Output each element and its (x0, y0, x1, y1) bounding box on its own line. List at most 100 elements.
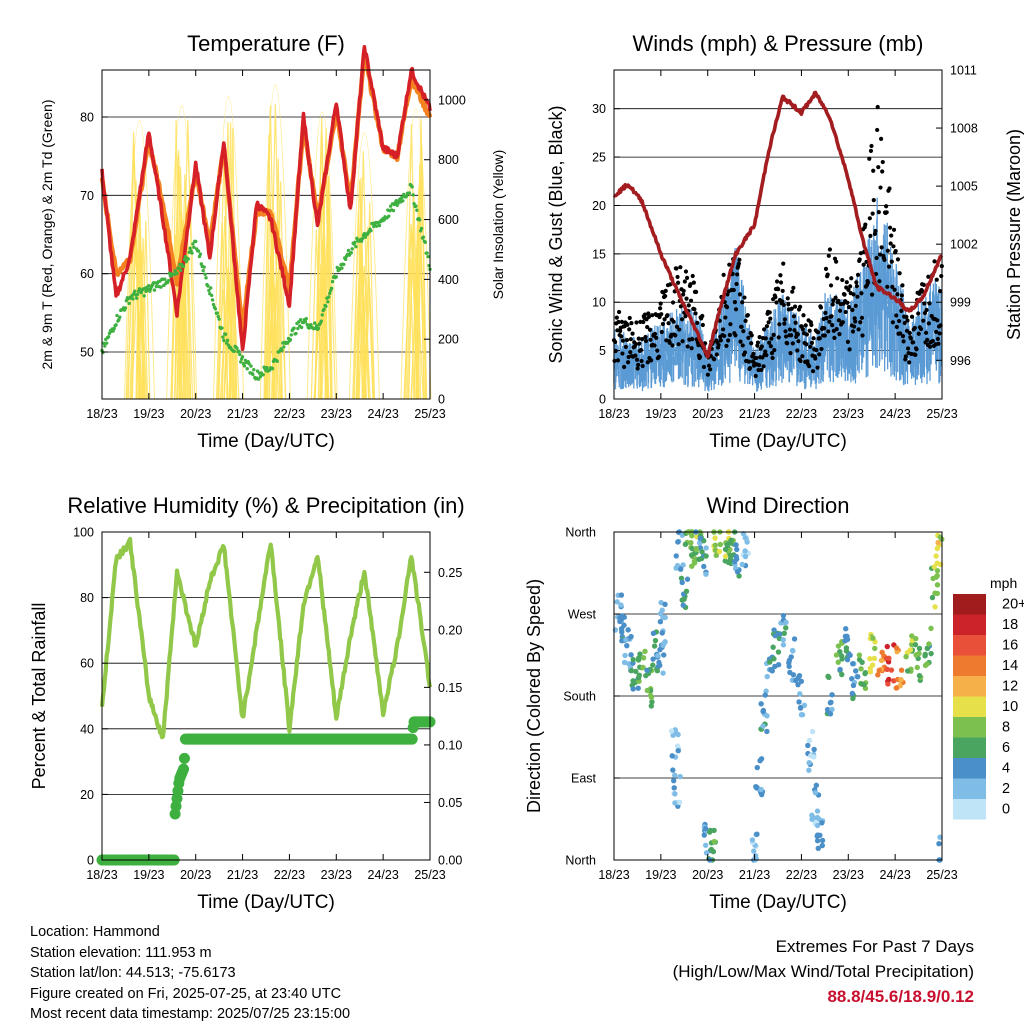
gust-dot (666, 321, 671, 326)
direction-dot (812, 790, 819, 796)
gust-dot (742, 350, 748, 355)
direction-dot (621, 659, 628, 666)
y-tick-label: 20 (80, 788, 94, 802)
gust-dot (804, 342, 809, 347)
dewpoint-dot (328, 291, 332, 296)
gust-dot (859, 291, 864, 296)
gust-dot (869, 292, 875, 297)
direction-dot (712, 535, 718, 541)
x-tick-label: 18/23 (598, 407, 629, 421)
gust-dot (817, 352, 822, 357)
gust-dot (764, 324, 770, 329)
dewpoint-dot (191, 242, 195, 246)
gust-dot (808, 344, 813, 349)
dewpoint-dot (186, 257, 190, 261)
direction-dot (630, 686, 636, 692)
gust-dot (875, 127, 880, 133)
gust-dot (742, 295, 747, 300)
gust-dot (846, 305, 852, 310)
gust-dot (934, 329, 939, 334)
gust-dot (850, 329, 856, 334)
dewpoint-dot (369, 228, 373, 233)
gust-dot (735, 272, 740, 277)
direction-dot (657, 646, 663, 653)
solar-spike (270, 220, 287, 400)
gust-dot (813, 356, 818, 361)
gust-dot (832, 335, 837, 340)
direction-dot (893, 685, 900, 691)
gust-dot (907, 330, 912, 336)
dewpoint-dot (221, 335, 225, 339)
plot-frame (101, 531, 431, 861)
gust-dot (938, 289, 943, 294)
gust-dot (899, 308, 904, 313)
direction-dot (708, 846, 715, 853)
dewpoint-dot (194, 239, 198, 244)
gust-dot (659, 329, 664, 335)
gust-dot (863, 222, 868, 227)
dewpoint-dot (210, 298, 215, 302)
gust-dot (793, 320, 798, 325)
direction-dot (909, 633, 915, 639)
gust-dot (655, 348, 660, 353)
direction-dot (816, 816, 822, 822)
direction-dot (827, 700, 834, 706)
temp-series-0 (100, 44, 432, 352)
gust-dot (643, 334, 648, 340)
gust-dot (871, 168, 876, 173)
y-tick-label: 5 (599, 344, 606, 358)
direction-dot (703, 553, 709, 559)
dewpoint-dot (237, 349, 241, 353)
direction-dot (650, 656, 656, 662)
gust-dot (801, 313, 806, 318)
y2-tick-label: 1011 (950, 64, 977, 78)
dewpoint-dot (296, 326, 300, 331)
gust-dot (854, 280, 859, 285)
gust-dot (695, 320, 700, 325)
station-location: Location: Hammond (30, 924, 160, 940)
gust-dot (800, 327, 806, 332)
dewpoint-dot (201, 268, 205, 273)
gust-dot (682, 279, 687, 284)
gust-dot (737, 257, 742, 262)
gust-dot (889, 233, 894, 238)
dewpoint-dot (280, 348, 284, 352)
gust-dot (700, 322, 705, 328)
x-tick-label: 19/23 (645, 407, 676, 421)
gust-dot (934, 277, 939, 282)
gust-dot (782, 317, 788, 322)
direction-dot (797, 705, 804, 711)
dewpoint-dot (202, 265, 206, 269)
direction-dot (760, 723, 766, 729)
direction-dot (733, 556, 740, 562)
gust-dot (828, 283, 834, 288)
gust-dot (829, 314, 834, 319)
gust-dot (792, 328, 797, 333)
gust-dot (623, 344, 628, 350)
legend-swatch (953, 655, 986, 676)
gust-dot (823, 266, 829, 271)
gust-dot (646, 314, 651, 319)
gust-dot (721, 272, 726, 278)
direction-dot (684, 576, 691, 582)
gust-dot (755, 340, 761, 345)
direction-dot (931, 564, 937, 570)
direction-dot (937, 834, 943, 840)
dewpoint-dot (350, 247, 354, 251)
gust-dot (890, 284, 895, 289)
direction-dot (856, 652, 863, 658)
x-axis-label: Time (Day/UTC) (197, 431, 335, 452)
speed-legend: mph 0 2 4 6 8 10 12 14 16 18 20+ (953, 575, 1024, 820)
direction-dot (898, 677, 904, 683)
direction-dot (661, 652, 667, 658)
dewpoint-dot (299, 325, 304, 330)
solar-spike (180, 119, 196, 400)
gust-dot (778, 273, 783, 278)
gust-dot (789, 306, 794, 311)
dewpoint-dot (163, 277, 167, 281)
direction-dot (751, 848, 757, 854)
direction-dot (630, 656, 636, 663)
gust-dot (628, 337, 633, 342)
gust-dot (877, 252, 883, 257)
